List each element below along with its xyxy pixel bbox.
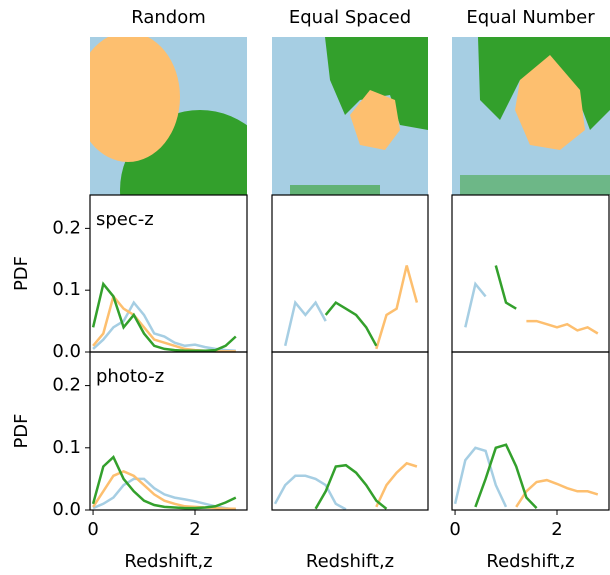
pdf-line <box>92 477 236 511</box>
pdf-line <box>453 446 508 508</box>
pdf-line <box>474 443 538 509</box>
pdf-line <box>92 300 236 353</box>
axes-frame <box>89 351 248 511</box>
map-equal-spaced <box>272 37 428 195</box>
pdf-line <box>91 281 237 353</box>
axes-frame <box>451 351 610 511</box>
pdf-line <box>464 281 487 328</box>
column-title: Random <box>131 7 206 28</box>
y-tick-label: 0.0 <box>52 499 81 520</box>
pdf-line <box>91 455 237 510</box>
x-axis-label: Redshift,z <box>486 551 574 572</box>
column-title: Equal Spaced <box>289 7 411 28</box>
map-equal-number <box>452 37 610 195</box>
panel-annotation: photo-z <box>96 366 164 387</box>
pdf-line <box>375 265 419 350</box>
y-axis-label: PDF <box>11 256 32 291</box>
pdf-line <box>273 474 347 511</box>
pdf-line <box>324 300 378 347</box>
map-random <box>90 37 247 195</box>
pdf-line <box>494 265 517 310</box>
y-tick-label: 0.1 <box>52 279 81 300</box>
y-axis-label: PDF <box>11 413 32 448</box>
x-axis-label: Redshift,z <box>124 551 212 572</box>
x-tick-label: 0 <box>87 519 98 540</box>
panel-annotation: spec-z <box>96 209 154 230</box>
x-tick-label: 2 <box>189 519 200 540</box>
pdf-line <box>515 478 599 508</box>
x-tick-label: 0 <box>449 519 460 540</box>
y-tick-label: 0.1 <box>52 437 81 458</box>
pdf-line <box>375 461 418 508</box>
y-tick-label: 0.0 <box>52 341 81 362</box>
x-tick-label: 2 <box>551 519 562 540</box>
x-axis-label: Redshift,z <box>306 551 394 572</box>
y-tick-label: 0.2 <box>52 375 81 396</box>
y-tick-label: 0.2 <box>52 217 81 238</box>
column-title: Equal Number <box>466 7 595 28</box>
pdf-line <box>314 463 388 510</box>
pdf-line <box>526 319 599 335</box>
pdf-line <box>92 293 236 353</box>
pdf-line <box>92 470 236 511</box>
pdf-line <box>283 299 327 347</box>
axes-frame <box>271 351 429 511</box>
